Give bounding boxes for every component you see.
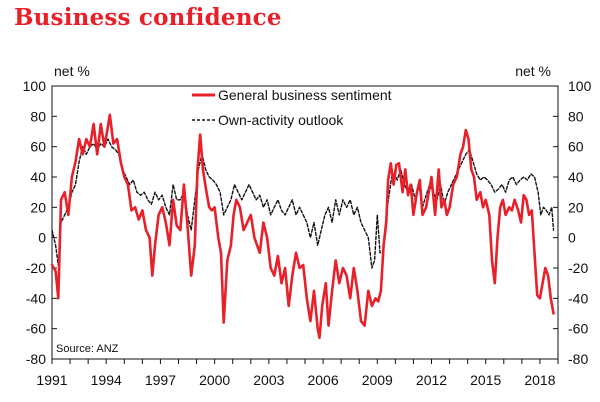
y-tick-label-right: 20 xyxy=(568,199,584,215)
y-tick-label-left: -40 xyxy=(26,290,46,306)
y-tick-label-right: 0 xyxy=(568,230,576,246)
x-tick-label: 1997 xyxy=(145,372,176,388)
y-tick-label-right: -60 xyxy=(568,321,588,337)
series-line-sentiment xyxy=(50,113,555,340)
x-tick-label: 2012 xyxy=(416,372,447,388)
y-tick-label-right: 60 xyxy=(568,139,584,155)
page-title: Business confidence xyxy=(14,4,282,31)
series-line-outlook xyxy=(51,138,555,269)
x-ticks: 1991 1994 1997 2000 2003 2006 2009 2012 2015 2018 xyxy=(36,359,559,388)
x-tick-label: 2009 xyxy=(362,372,393,388)
y-tick-label-right: -20 xyxy=(568,260,588,276)
y-tick-label-left: 80 xyxy=(30,108,46,124)
y-ticks-right: 100 80 60 40 20 0 -20 -40 -60 -80 xyxy=(553,78,592,367)
legend: General business sentiment Own-activity … xyxy=(192,87,392,128)
y-tick-label-left: -80 xyxy=(26,351,46,367)
y-axis-label-right: net % xyxy=(515,63,551,79)
y-tick-label-left: 0 xyxy=(38,230,46,246)
y-axis-label-left: net % xyxy=(54,63,90,79)
y-tick-label-left: 20 xyxy=(30,199,46,215)
y-tick-label-left: 40 xyxy=(30,169,46,185)
y-tick-label-left: 100 xyxy=(23,78,47,94)
legend-label-outlook: Own-activity outlook xyxy=(218,112,344,128)
source-note: Source: ANZ xyxy=(56,343,119,355)
x-tick-label: 2003 xyxy=(253,372,284,388)
y-tick-label-right: -80 xyxy=(568,351,588,367)
y-tick-label-left: -20 xyxy=(26,260,46,276)
y-tick-label-left: -60 xyxy=(26,321,46,337)
y-tick-label-right: 40 xyxy=(568,169,584,185)
y-tick-label-left: 60 xyxy=(30,139,46,155)
series-layer xyxy=(50,113,555,340)
y-tick-label-right: 100 xyxy=(568,78,592,94)
y-tick-label-right: -40 xyxy=(568,290,588,306)
legend-label-sentiment: General business sentiment xyxy=(218,87,392,103)
x-tick-label: 1991 xyxy=(36,372,67,388)
x-tick-label: 2006 xyxy=(307,372,338,388)
x-tick-label: 2000 xyxy=(199,372,230,388)
x-tick-label: 2018 xyxy=(524,372,555,388)
y-tick-label-right: 80 xyxy=(568,108,584,124)
x-tick-label: 2015 xyxy=(470,372,501,388)
y-ticks-left: 100 80 60 40 20 0 -20 -40 -60 -80 xyxy=(23,78,57,367)
x-tick-label: 1994 xyxy=(91,372,122,388)
